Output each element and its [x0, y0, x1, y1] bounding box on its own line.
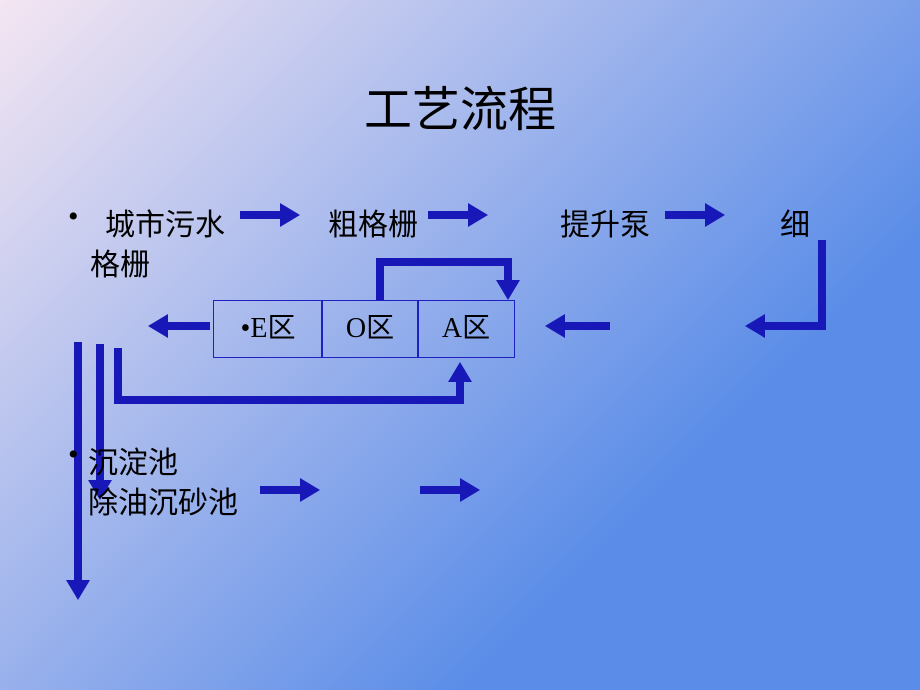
bullet-1-seg3: 提升泵 [560, 200, 650, 244]
bullet-2-line2: 除油沉砂池 [88, 478, 238, 522]
bullet-2-dot: • [68, 438, 79, 472]
bullet-1-dot: • [68, 200, 79, 234]
bullet-1-line2: 格栅 [90, 240, 150, 284]
arrow-a1 [240, 203, 300, 227]
bullet-1-seg1: 城市污水 [105, 200, 225, 244]
arrow-a11 [260, 478, 320, 502]
box-a-label: A区 [442, 313, 490, 344]
arrow-a7 [148, 314, 210, 338]
box-a-zone: A区 [417, 300, 515, 358]
bullet-2-seg: 沉淀池 [88, 438, 178, 482]
arrow-a6 [380, 262, 520, 300]
arrow-a2 [428, 203, 488, 227]
arrow-a3 [665, 203, 725, 227]
bullet-1-seg4: 细 [780, 200, 810, 244]
arrow-group [66, 203, 822, 600]
slide-title: 工艺流程 [0, 70, 920, 140]
box-o-zone: O区 [321, 300, 419, 358]
box-e-zone: •E区 [213, 300, 323, 358]
arrow-a5 [545, 314, 610, 338]
arrow-a12 [420, 478, 480, 502]
arrow-a4 [745, 240, 822, 338]
slide: 工艺流程 • 城市污水 粗格栅 提升泵 细 格栅 •E区 O区 A区 • 沉淀池… [0, 0, 920, 690]
bullet-1-seg2: 粗格栅 [328, 200, 418, 244]
box-e-label: E区 [250, 313, 295, 344]
box-e-bullet: • [241, 313, 251, 344]
box-o-label: O区 [346, 313, 394, 344]
